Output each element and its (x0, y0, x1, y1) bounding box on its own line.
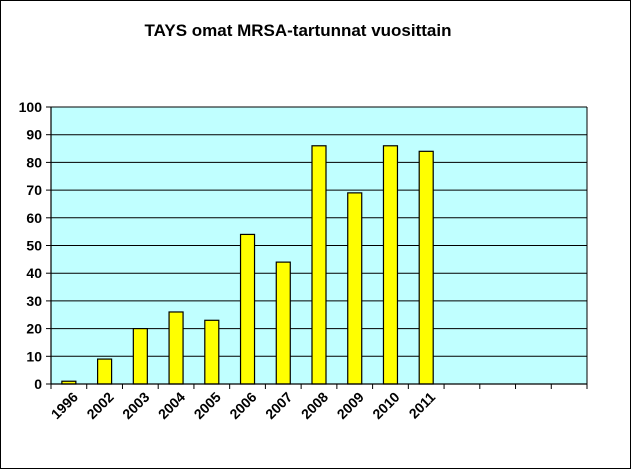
y-tick-label: 100 (19, 99, 43, 115)
x-tick-label: 2004 (155, 389, 188, 422)
bar (204, 319, 220, 385)
y-tick-label: 50 (26, 238, 42, 254)
bar (382, 145, 399, 385)
y-tick-label: 20 (26, 321, 42, 337)
x-axis-labels: 1996 2002 2003 2004 2005 2006 2007 2008 2009 2010… (48, 389, 439, 422)
bar (347, 192, 363, 385)
bar (132, 328, 148, 385)
y-axis-ticks: 0 10 20 30 40 50 60 70 80 90 100 (19, 99, 51, 392)
bar (418, 150, 434, 385)
x-tick-label: 1996 (48, 389, 81, 422)
bar (96, 358, 113, 385)
bar (168, 311, 184, 385)
y-tick-label: 60 (26, 210, 42, 226)
bar (275, 261, 291, 385)
y-tick-label: 40 (26, 265, 42, 281)
x-tick-label: 2010 (369, 389, 402, 422)
bars (61, 145, 434, 385)
axes (50, 107, 588, 389)
chart-title: TAYS omat MRSA-tartunnat vuosittain (144, 21, 452, 40)
x-tick-label: 2009 (334, 389, 367, 422)
x-tick-label: 2003 (119, 389, 152, 422)
bar (311, 145, 327, 385)
x-tick-label: 2006 (226, 389, 259, 422)
x-tick-label: 2007 (262, 389, 295, 422)
y-tick-label: 80 (26, 154, 42, 170)
x-tick-label: 2011 (406, 389, 439, 422)
y-tick-label: 30 (26, 293, 42, 309)
y-tick-label: 0 (34, 376, 42, 392)
y-tick-label: 90 (26, 127, 42, 143)
x-tick-label: 2002 (83, 389, 116, 422)
x-tick-label: 2008 (298, 389, 331, 422)
y-tick-label: 70 (26, 182, 42, 198)
bar (239, 233, 256, 385)
x-tick-label: 2005 (191, 389, 224, 422)
y-tick-label: 10 (26, 348, 42, 364)
